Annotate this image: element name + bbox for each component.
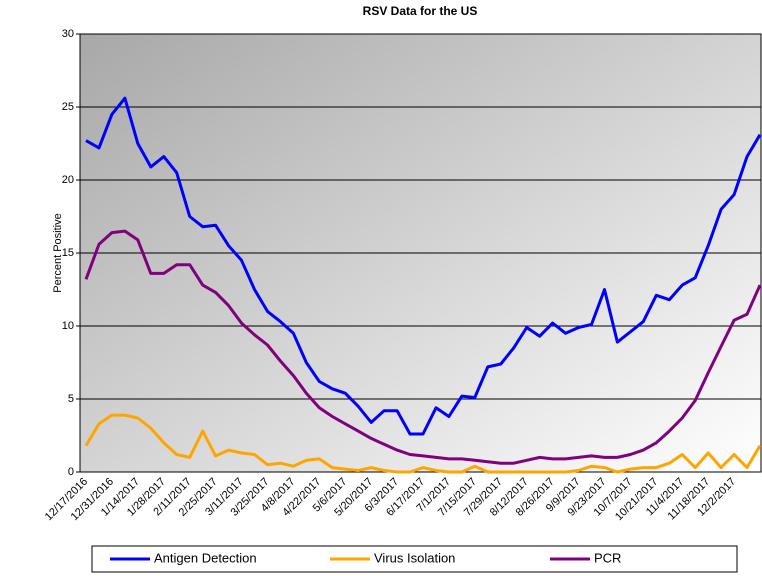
y-tick-label: 0 xyxy=(68,466,74,478)
legend-label: PCR xyxy=(594,550,621,565)
chart-title: RSV Data for the US xyxy=(363,4,478,18)
y-tick-label: 10 xyxy=(62,320,74,332)
legend-label: Virus Isolation xyxy=(374,550,455,565)
y-tick-label: 5 xyxy=(68,393,74,405)
legend-label: Antigen Detection xyxy=(154,550,257,565)
y-axis-label: Percent Positive xyxy=(52,213,64,292)
y-tick-label: 25 xyxy=(62,101,74,113)
y-tick-label: 15 xyxy=(62,247,74,259)
y-tick-label: 30 xyxy=(62,28,74,40)
series-line xyxy=(85,96,762,436)
legend xyxy=(91,545,738,573)
series-line xyxy=(84,229,762,465)
y-tick-label: 20 xyxy=(62,174,74,186)
series-line xyxy=(84,413,762,474)
